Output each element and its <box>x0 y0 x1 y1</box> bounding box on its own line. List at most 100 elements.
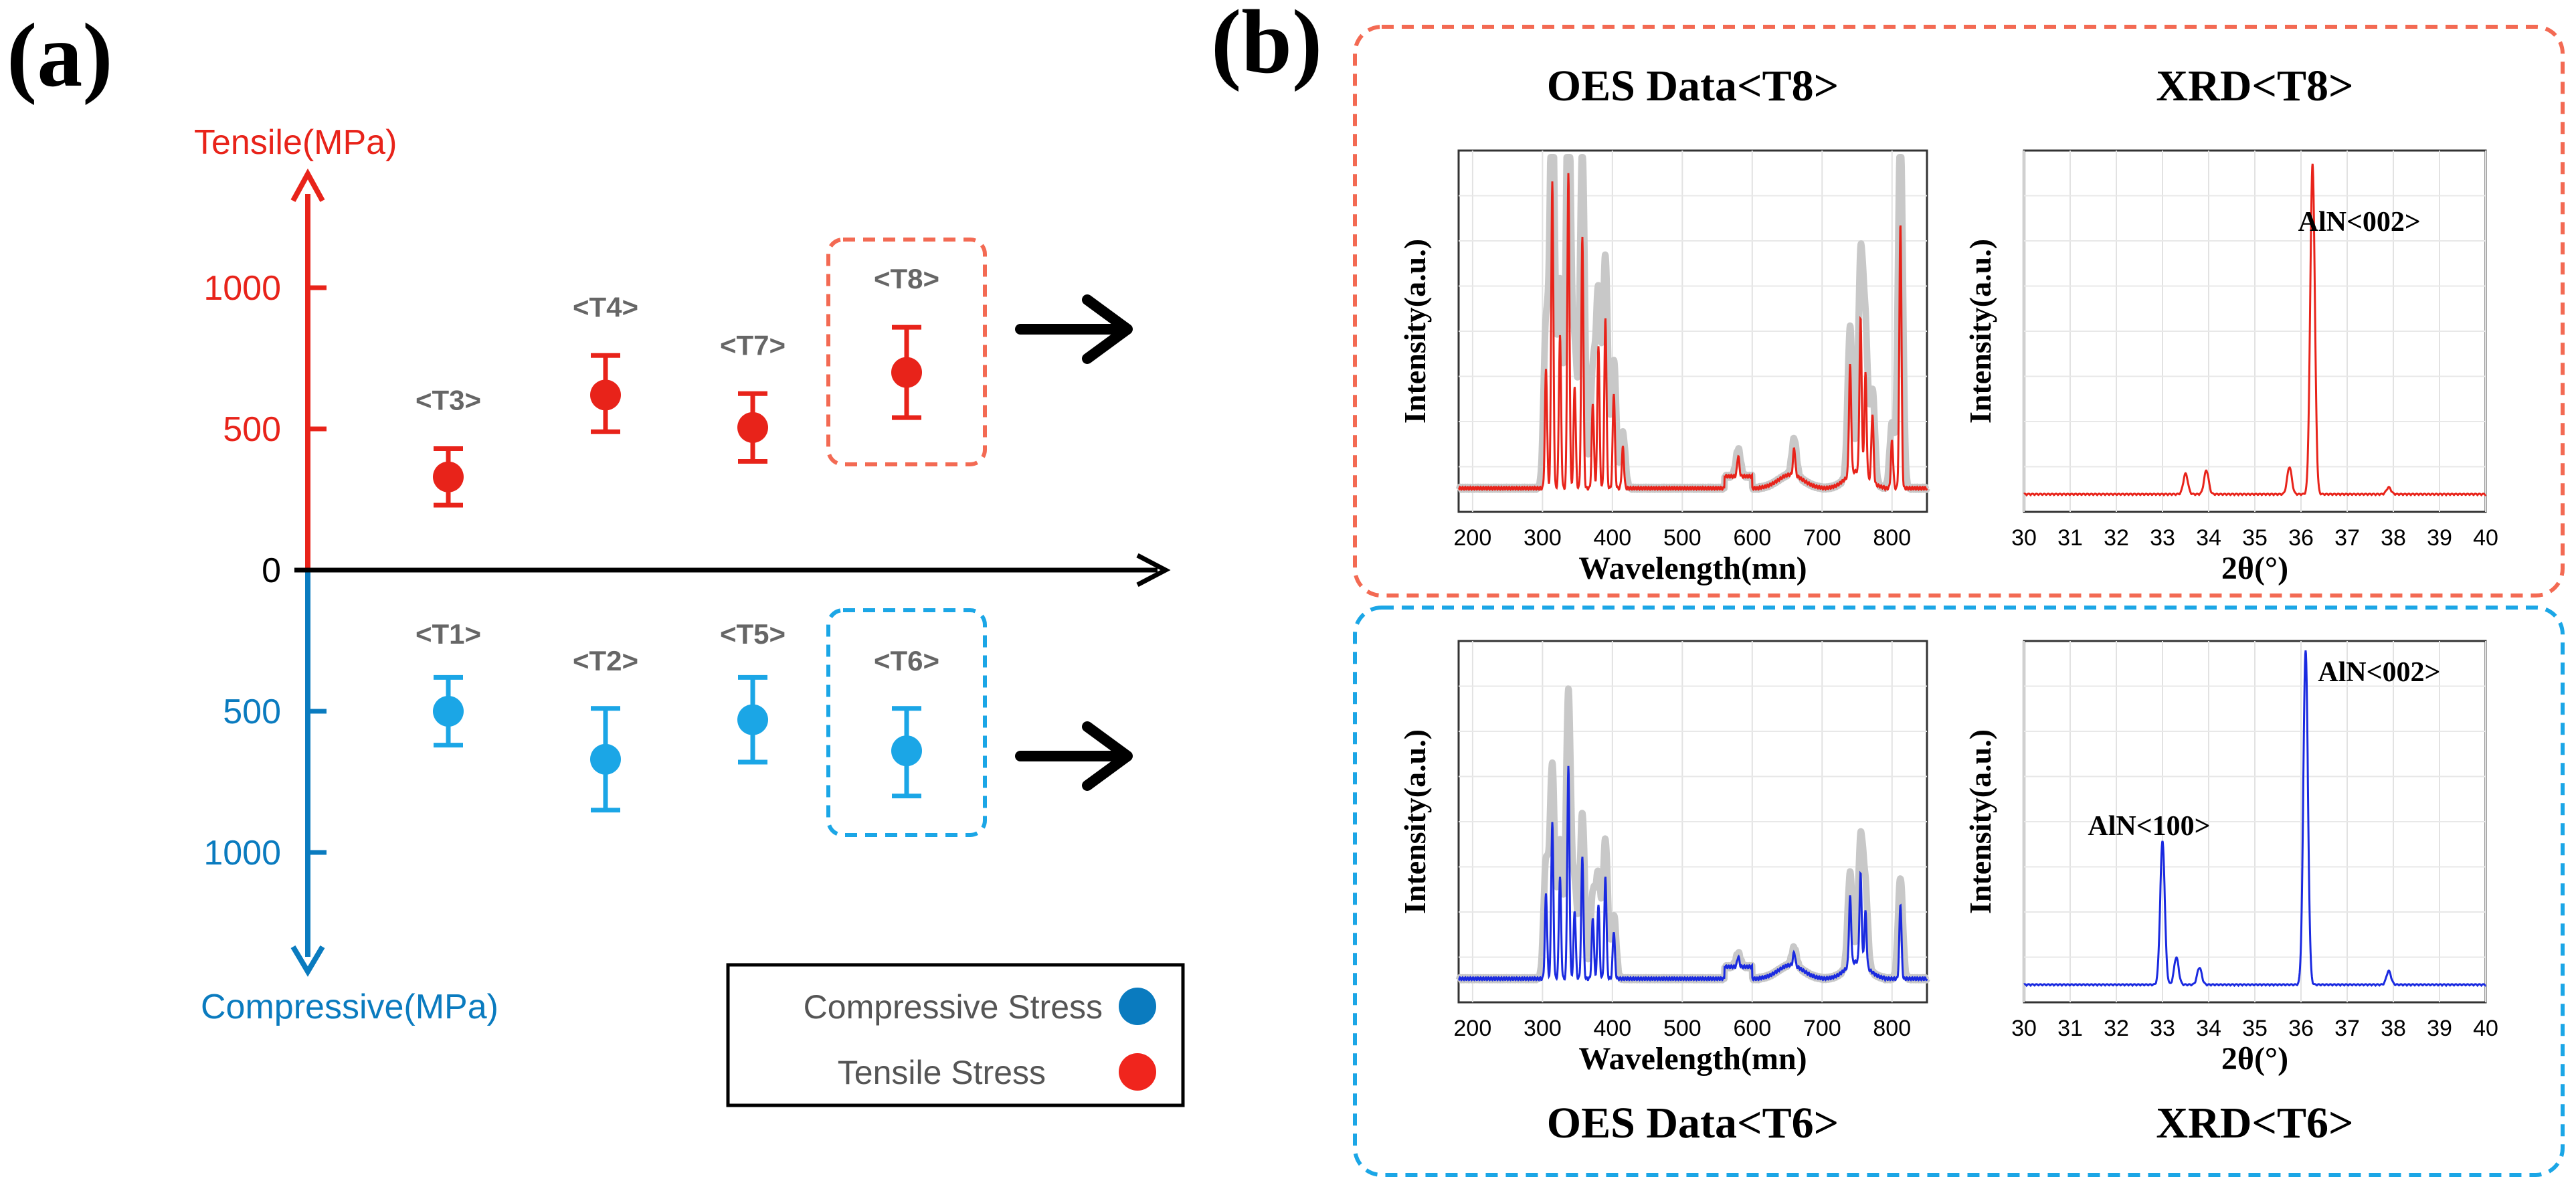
sample-label: <T5> <box>720 618 786 650</box>
highlight-box-t8 <box>826 238 987 466</box>
x-tick-label: 300 <box>1524 1016 1562 1041</box>
x-tick-label: 600 <box>1733 1016 1771 1041</box>
spectrum-chart: XRD<T8> 30 31 32 33 34 35 36 37 38 39 40 2θ(°) Intens… <box>1963 62 2498 586</box>
x-tick-label: 40 <box>2473 1016 2498 1041</box>
x-tick-label: 36 <box>2288 1016 2314 1041</box>
y-axis-label: Intensity(a.u.) <box>1398 239 1432 424</box>
x-tick-label: 33 <box>2150 1016 2175 1041</box>
spectrum-line <box>2023 650 2487 988</box>
x-tick-label: 35 <box>2242 1016 2268 1041</box>
data-point <box>891 357 922 388</box>
x-tick-label: 300 <box>1524 525 1562 551</box>
y-tick-label: 1000 <box>203 834 281 873</box>
x-tick-label: 39 <box>2427 525 2452 551</box>
y-axis-label: Intensity(a.u.) <box>1963 729 1997 914</box>
y-tick-label: 500 <box>223 410 281 449</box>
spectrum-chart: OES Data<T6> 200 300 400 500 600 700 800 Wavelen… <box>1398 640 1930 1148</box>
data-point <box>891 735 922 767</box>
x-tick-label: 39 <box>2427 1016 2452 1041</box>
arrow-right-icon <box>1015 294 1133 364</box>
spectrum-chart: OES Data<T8> 200 300 400 500 600 700 800 Wavelen… <box>1398 62 1930 586</box>
x-tick-label: 500 <box>1663 525 1701 551</box>
x-tick-label: 38 <box>2381 525 2406 551</box>
panel-b: (b) OES Data<T8> 200 300 400 500 600 700 800 Wav… <box>1211 0 2565 1177</box>
y-axis-ticks: 1000 500 0 500 1000 <box>203 269 327 873</box>
chart-title: OES Data<T6> <box>1547 1099 1839 1148</box>
legend-box <box>726 963 1185 1107</box>
x-tick-label: 37 <box>2334 1016 2360 1041</box>
legend-marker-tensile <box>1119 1053 1156 1091</box>
panel-b-box-t6 <box>1353 606 2565 1177</box>
legend-marker-compressive <box>1119 988 1156 1025</box>
spectrum-chart: XRD<T6> 30 31 32 33 34 35 36 37 38 39 40 2θ(°) Intens… <box>1963 640 2498 1148</box>
x-tick-label: 200 <box>1454 525 1492 551</box>
arrow-right-icon <box>1015 721 1133 791</box>
data-point <box>737 704 768 735</box>
x-tick-label: 36 <box>2288 525 2314 551</box>
x-tick-label: 700 <box>1803 525 1841 551</box>
legend-label-tensile: Tensile Stress <box>838 1054 1046 1091</box>
data-point <box>590 743 621 775</box>
highlight-box-t6 <box>826 608 987 837</box>
sample-label: <T6> <box>874 645 939 676</box>
x-tick-label: 400 <box>1593 1016 1631 1041</box>
x-tick-label: 38 <box>2381 1016 2406 1041</box>
data-point <box>737 411 768 443</box>
x-tick-label: 37 <box>2334 525 2360 551</box>
y-tick-label: 0 <box>262 551 281 590</box>
legend-label-compressive: Compressive Stress <box>804 988 1103 1026</box>
sample-label: <T4> <box>573 291 638 323</box>
legend: Compressive Stress Tensile Stress <box>726 963 1185 1107</box>
peak-annotation: AlN<002> <box>2318 657 2440 688</box>
y-tick-label: 500 <box>223 693 281 731</box>
spectrum-line <box>2023 163 2487 497</box>
x-axis-label: Wavelength(mn) <box>1578 1041 1807 1077</box>
y-tick-label: 1000 <box>203 269 281 308</box>
spectra-charts: OES Data<T8> 200 300 400 500 600 700 800 Wavelen… <box>1398 62 2498 1148</box>
sample-label: <T2> <box>573 645 638 676</box>
x-tick-label: 600 <box>1733 525 1771 551</box>
x-axis-label: 2θ(°) <box>2221 1041 2288 1077</box>
data-point <box>433 696 464 727</box>
chart-title: OES Data<T8> <box>1547 62 1839 110</box>
x-axis-arrow <box>1136 553 1171 587</box>
x-tick-label: 33 <box>2150 525 2175 551</box>
x-tick-label: 400 <box>1593 525 1631 551</box>
x-tick-label: 700 <box>1803 1016 1841 1041</box>
x-tick-label: 31 <box>2057 525 2083 551</box>
x-axis-label: 2θ(°) <box>2221 551 2288 586</box>
spectrum-line <box>1458 765 1928 983</box>
chart-title: XRD<T8> <box>2156 62 2353 110</box>
x-tick-label: 34 <box>2196 1016 2221 1041</box>
chart-title: XRD<T6> <box>2156 1099 2353 1148</box>
x-axis-label: Wavelength(mn) <box>1578 551 1807 586</box>
panel-a-label: (a) <box>7 5 113 106</box>
compressive-axis-arrow <box>290 945 325 977</box>
data-points: <T3> <T4> <T7> <T8> <T1> <T2> <T5> <T6> <box>416 263 939 813</box>
tensile-axis-arrow <box>290 168 325 202</box>
sample-label: <T7> <box>720 329 786 361</box>
x-tick-label: 32 <box>2104 525 2129 551</box>
x-tick-label: 200 <box>1454 1016 1492 1041</box>
panel-a: (a) Tensile(MPa) Compressive(MPa) 1000 50… <box>7 5 1185 1107</box>
data-point <box>433 461 464 492</box>
y-axis-bottom-label: Compressive(MPa) <box>201 988 498 1026</box>
sample-label: <T1> <box>416 618 481 650</box>
x-tick-label: 800 <box>1873 1016 1911 1041</box>
x-tick-label: 31 <box>2057 1016 2083 1041</box>
sample-label: <T3> <box>416 385 481 416</box>
panel-b-box-t8 <box>1353 25 2565 598</box>
x-tick-label: 500 <box>1663 1016 1701 1041</box>
x-tick-label: 32 <box>2104 1016 2129 1041</box>
x-tick-label: 800 <box>1873 525 1911 551</box>
panel-b-label: (b) <box>1211 0 1322 92</box>
peak-annotation: AlN<100> <box>2088 811 2210 842</box>
peak-annotation: AlN<002> <box>2298 207 2421 238</box>
y-axis-top-label: Tensile(MPa) <box>194 123 397 162</box>
y-axis-label: Intensity(a.u.) <box>1398 729 1432 914</box>
sample-label: <T8> <box>874 263 939 294</box>
x-tick-label: 35 <box>2242 525 2268 551</box>
x-tick-label: 34 <box>2196 525 2221 551</box>
y-axis-label: Intensity(a.u.) <box>1963 239 1997 424</box>
